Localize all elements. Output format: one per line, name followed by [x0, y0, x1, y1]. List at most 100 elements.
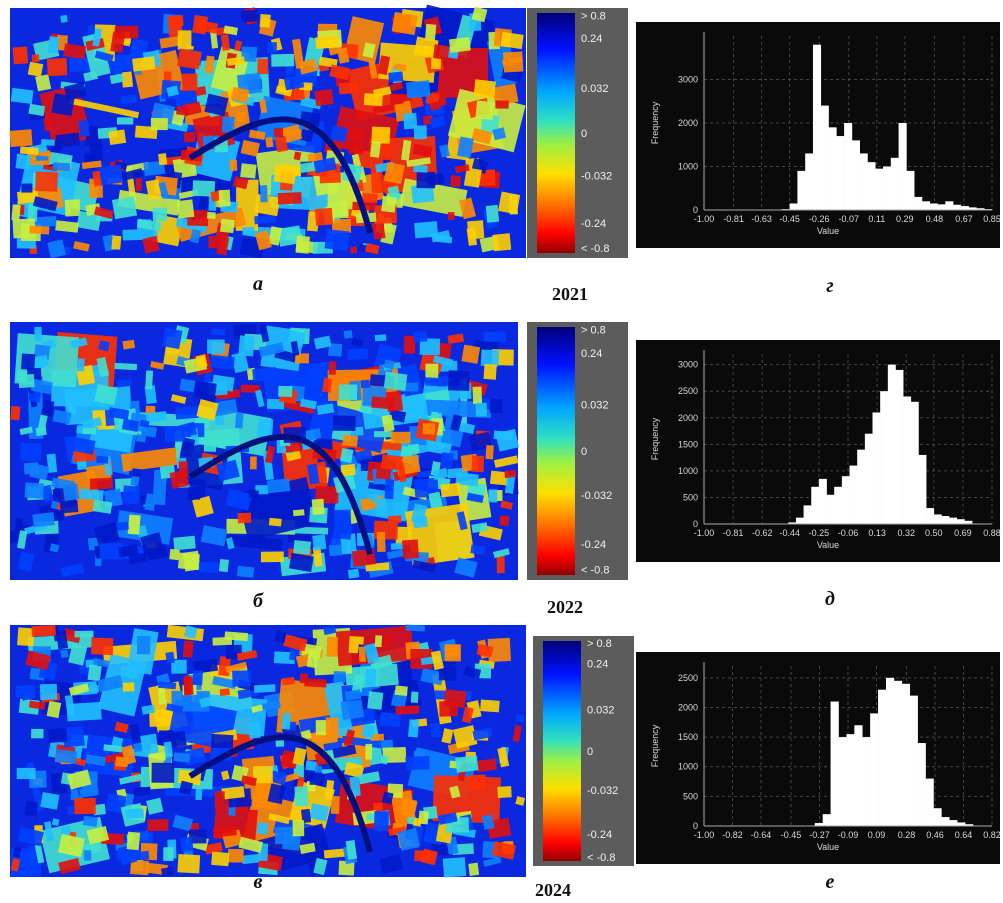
- map-field: [183, 640, 194, 657]
- map-field: [377, 532, 386, 552]
- x-tick-label: -0.44: [780, 528, 801, 538]
- map-label: в: [254, 871, 263, 893]
- y-tick-label: 1500: [678, 732, 698, 742]
- histogram-bar: [888, 365, 896, 524]
- colorbar-label: > 0.8: [581, 11, 606, 23]
- map-field: [55, 749, 77, 764]
- histogram-bar: [821, 106, 829, 210]
- histogram-bar: [811, 487, 819, 524]
- map-field: [148, 819, 169, 831]
- colorbar-label: -0.032: [587, 785, 618, 797]
- map-field: [269, 518, 282, 527]
- map-field: [406, 80, 431, 98]
- map-field: [28, 62, 44, 77]
- x-tick-label: -0.07: [839, 214, 860, 224]
- map-field: [455, 755, 478, 773]
- colorbar-gradient: [537, 13, 575, 253]
- map-field: [60, 500, 79, 513]
- map-field: [128, 515, 141, 535]
- map-field: [75, 631, 94, 638]
- x-tick-label: 0.88: [983, 528, 1001, 538]
- histogram-bar: [926, 508, 934, 524]
- map-field: [220, 688, 230, 696]
- x-tick-label: 0.64: [955, 830, 973, 840]
- map-field: [348, 569, 359, 579]
- map-field: [79, 488, 104, 500]
- histogram-bar: [922, 201, 930, 210]
- map-field: [151, 763, 174, 783]
- x-tick-label: -0.26: [809, 214, 830, 224]
- x-tick-label: -0.81: [723, 214, 744, 224]
- map-field: [360, 380, 370, 389]
- histogram-bar: [957, 822, 965, 826]
- map-field: [117, 117, 133, 124]
- histogram-bar: [910, 696, 918, 826]
- map-field: [503, 51, 523, 72]
- map-field: [448, 370, 470, 391]
- map-field: [241, 10, 258, 22]
- map-field: [395, 685, 408, 696]
- map-field: [237, 566, 254, 578]
- map-field: [40, 792, 59, 810]
- colorbar-label: 0.24: [581, 348, 602, 360]
- map-field: [17, 768, 36, 779]
- colorbar-label: > 0.8: [587, 638, 612, 650]
- map-field: [112, 196, 137, 219]
- map-field: [122, 485, 140, 504]
- map-field: [386, 391, 404, 412]
- map-field: [91, 638, 114, 656]
- histogram-bar: [961, 206, 969, 210]
- map-field: [248, 722, 261, 739]
- x-tick-label: -0.63: [751, 214, 772, 224]
- map-field: [209, 236, 226, 248]
- map-field: [472, 455, 485, 472]
- map-field: [210, 355, 235, 370]
- map-field: [282, 713, 291, 730]
- x-tick-label: 0.28: [898, 830, 916, 840]
- map-field: [76, 358, 84, 371]
- y-tick-label: 1000: [678, 466, 698, 476]
- map-field: [237, 513, 251, 524]
- map-field: [497, 555, 505, 573]
- map-field: [359, 647, 366, 662]
- map-field: [108, 129, 126, 145]
- map-field: [24, 801, 38, 817]
- map-field: [83, 816, 98, 827]
- map-field: [449, 37, 471, 53]
- map-field: [242, 227, 254, 236]
- y-tick-label: 3000: [678, 75, 698, 85]
- map-field: [260, 185, 268, 202]
- map-field: [60, 15, 68, 23]
- histogram-bar: [805, 153, 813, 210]
- map-field: [414, 850, 430, 862]
- map-field: [348, 128, 365, 141]
- map-field: [278, 386, 292, 397]
- map-field: [261, 551, 284, 562]
- x-tick-label: 0.09: [868, 830, 886, 840]
- map-field: [367, 813, 375, 820]
- map-field: [194, 381, 217, 400]
- map-field: [187, 489, 200, 500]
- histogram-bar: [860, 153, 868, 210]
- map-field: [152, 208, 167, 222]
- map-field: [83, 428, 96, 434]
- year-label: 2024: [535, 880, 571, 900]
- colorbar: > 0.80.240.0320-0.032-0.24< -0.8: [533, 636, 634, 866]
- map-field: [173, 536, 196, 551]
- map-field: [169, 549, 180, 560]
- map-field: [474, 79, 496, 98]
- map-field: [433, 44, 449, 60]
- map-field: [331, 796, 340, 814]
- histogram-bar: [790, 203, 798, 210]
- map-field: [265, 137, 273, 148]
- x-tick-label: -1.00: [694, 214, 715, 224]
- x-axis-label: Value: [817, 842, 839, 852]
- map-field: [340, 448, 354, 463]
- map-field: [170, 470, 189, 489]
- histogram-bar: [957, 519, 965, 524]
- x-tick-label: -0.82: [722, 830, 743, 840]
- map-field: [413, 165, 428, 173]
- map-field: [333, 416, 356, 431]
- map-field: [65, 199, 81, 216]
- map-field: [267, 478, 290, 493]
